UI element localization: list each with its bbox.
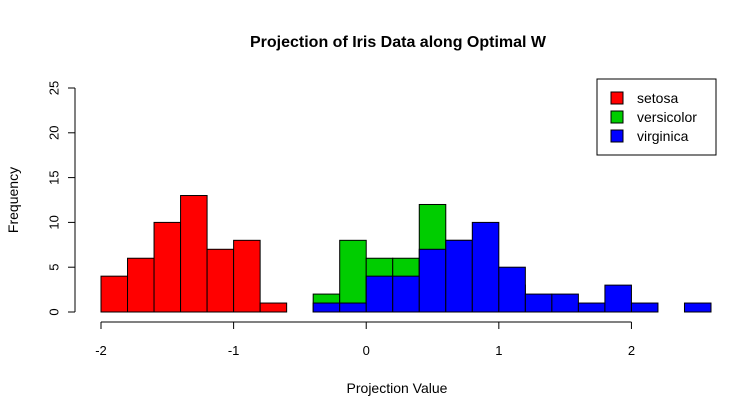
- y-tick-label-2: 10: [46, 215, 61, 229]
- x-tick-label-4: 2: [628, 343, 635, 358]
- bar-virginica-2: [365, 275, 394, 313]
- bar-setosa-2: [153, 221, 182, 313]
- x-axis-label: Projection Value: [347, 380, 448, 396]
- bars-layer: [100, 195, 712, 313]
- bar-virginica-11: [604, 284, 632, 313]
- bar-virginica-13: [683, 302, 712, 313]
- legend-swatch-versicolor: [610, 110, 624, 124]
- x-tick-label-3: 1: [495, 343, 502, 358]
- y-tick-label-1: 5: [46, 264, 61, 271]
- bar-setosa-5: [233, 239, 261, 313]
- bar-virginica-12: [630, 302, 659, 313]
- y-tick-label-5: 25: [46, 81, 61, 95]
- bar-virginica-6: [471, 221, 500, 313]
- bar-virginica-0: [312, 302, 341, 313]
- legend-label-versicolor: versicolor: [637, 109, 697, 125]
- chart-title: Projection of Iris Data along Optimal W: [250, 34, 547, 51]
- bar-setosa-6: [259, 302, 288, 313]
- x-tick-label-1: -1: [228, 343, 240, 358]
- bar-virginica-10: [577, 302, 606, 313]
- bar-virginica-1: [339, 302, 367, 313]
- y-axis-label: Frequency: [5, 167, 21, 233]
- bar-setosa-0: [100, 275, 129, 313]
- y-tick-label-4: 20: [46, 126, 61, 140]
- x-tick-label-2: 0: [363, 343, 370, 358]
- y-tick-label-3: 15: [46, 170, 61, 184]
- bar-virginica-3: [392, 275, 420, 313]
- bar-virginica-5: [445, 239, 473, 313]
- bar-virginica-4: [418, 248, 447, 313]
- bar-setosa-4: [206, 248, 235, 313]
- legend-label-setosa: setosa: [637, 90, 678, 106]
- legend-swatch-virginica: [610, 129, 624, 143]
- bar-virginica-7: [498, 266, 526, 313]
- bar-virginica-8: [524, 293, 553, 313]
- legend: setosa versicolor virginica: [596, 78, 717, 156]
- bar-versicolor-1: [339, 239, 367, 313]
- x-axis: -2 -1 0 1 2: [95, 321, 635, 358]
- x-tick-label-0: -2: [95, 343, 107, 358]
- bar-setosa-3: [180, 195, 208, 313]
- y-axis: 0 5 10 15 20 25: [46, 81, 76, 316]
- legend-swatch-setosa: [610, 91, 624, 105]
- bar-virginica-9: [551, 293, 579, 313]
- y-tick-label-0: 0: [46, 308, 61, 315]
- bar-setosa-1: [127, 257, 155, 313]
- legend-label-virginica: virginica: [637, 128, 689, 144]
